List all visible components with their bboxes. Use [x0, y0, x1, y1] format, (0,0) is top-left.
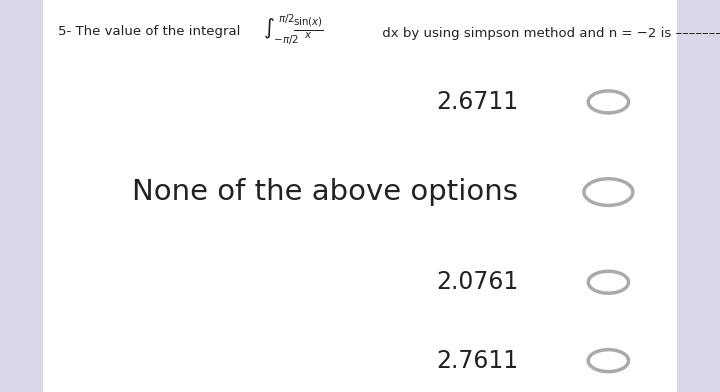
Text: $\int_{-\pi/2}^{\;\pi/2}\!\! \frac{\sin(x)}{x}$: $\int_{-\pi/2}^{\;\pi/2}\!\! \frac{\sin(… [263, 12, 323, 47]
Text: dx by using simpson method and n = −2 is ––––––––: dx by using simpson method and n = −2 is… [378, 27, 720, 40]
Text: 2.7611: 2.7611 [436, 348, 518, 373]
Text: None of the above options: None of the above options [132, 178, 518, 206]
Text: 5- The value of the integral: 5- The value of the integral [58, 25, 244, 38]
FancyBboxPatch shape [43, 0, 677, 392]
Text: 2.0761: 2.0761 [436, 270, 518, 294]
Text: 2.6711: 2.6711 [436, 90, 518, 114]
